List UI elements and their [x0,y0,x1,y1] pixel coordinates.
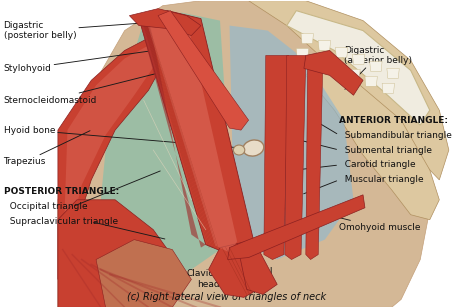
Polygon shape [58,200,182,307]
Polygon shape [387,68,399,78]
Text: Digastric
(anterior belly): Digastric (anterior belly) [344,46,412,89]
Text: Supraclavicular triangle: Supraclavicular triangle [3,217,118,226]
Polygon shape [353,55,365,64]
Text: Sternocleidomastoid: Sternocleidomastoid [3,73,160,105]
Text: Occipital triangle: Occipital triangle [3,202,87,211]
Polygon shape [139,11,254,254]
Ellipse shape [233,145,245,155]
Polygon shape [370,61,382,71]
Polygon shape [382,83,394,93]
Polygon shape [301,34,313,43]
Polygon shape [139,16,206,248]
Polygon shape [348,69,360,79]
Polygon shape [365,76,377,86]
Polygon shape [285,55,306,260]
Polygon shape [306,55,323,260]
Text: Stylohyoid: Stylohyoid [3,49,166,73]
Text: Submental triangle: Submental triangle [339,145,432,155]
Polygon shape [313,55,326,65]
Text: (c) Right lateral view of triangles of neck: (c) Right lateral view of triangles of n… [127,292,326,302]
Polygon shape [63,46,158,270]
Text: Submandibular triangle: Submandibular triangle [339,131,452,140]
Text: Omohyoid muscle: Omohyoid muscle [317,212,421,232]
Polygon shape [229,26,354,260]
Polygon shape [318,41,330,51]
Polygon shape [296,48,309,59]
Polygon shape [330,63,343,72]
Polygon shape [58,1,430,307]
Polygon shape [306,55,439,220]
Text: Hyoid bone: Hyoid bone [3,126,240,148]
Polygon shape [158,11,248,130]
Text: Clavicular
head: Clavicular head [186,270,231,289]
Polygon shape [209,244,258,297]
Polygon shape [336,47,348,57]
Polygon shape [287,11,430,125]
Text: ANTERIOR TRIANGLE:: ANTERIOR TRIANGLE: [339,116,448,125]
Polygon shape [304,51,363,95]
Text: Muscular triangle: Muscular triangle [339,175,424,184]
Polygon shape [248,1,449,180]
Text: Carotid triangle: Carotid triangle [339,160,416,169]
Polygon shape [96,13,234,279]
Polygon shape [129,9,201,35]
Polygon shape [264,55,289,260]
Polygon shape [58,35,167,279]
Text: POSTERIOR TRIANGLE:: POSTERIOR TRIANGLE: [3,187,119,196]
Text: Digastric
(posterior belly): Digastric (posterior belly) [3,21,147,40]
Polygon shape [146,13,237,253]
Polygon shape [96,240,191,307]
Text: Sternal
head: Sternal head [240,267,273,287]
Text: Trapezius: Trapezius [3,131,90,166]
Polygon shape [228,195,365,260]
Ellipse shape [243,140,264,156]
Polygon shape [237,240,277,294]
